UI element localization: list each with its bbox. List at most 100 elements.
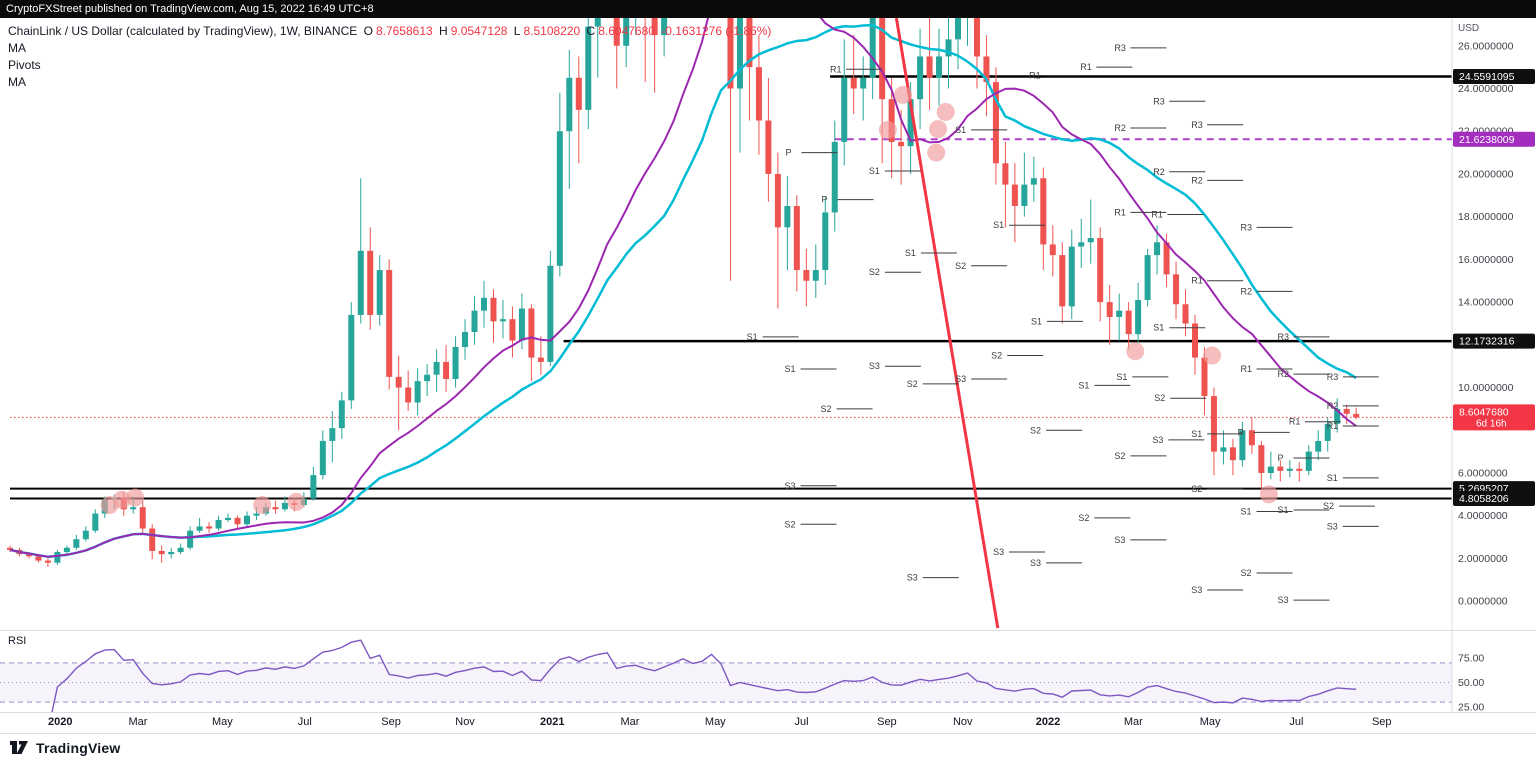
price-tick-label: 14.0000000 bbox=[1458, 297, 1514, 309]
pivot-label: R3 bbox=[1241, 222, 1253, 232]
candle-body bbox=[528, 308, 535, 358]
candle-body bbox=[1049, 244, 1056, 256]
tradingview-brand[interactable]: TradingView bbox=[36, 739, 121, 756]
candle-body bbox=[424, 374, 431, 382]
candle-body bbox=[784, 205, 791, 228]
signal-marker bbox=[1126, 342, 1145, 361]
rsi-line bbox=[51, 639, 1357, 712]
candle-body bbox=[310, 475, 317, 499]
time-tick-label: May bbox=[704, 716, 726, 728]
time-tick-label: 2020 bbox=[47, 716, 73, 728]
candle-body bbox=[973, 18, 980, 57]
candle-body bbox=[73, 539, 80, 548]
candle-body bbox=[1097, 238, 1104, 303]
pivot-label: S3 bbox=[1277, 595, 1288, 605]
pivot-label: S3 bbox=[993, 547, 1004, 557]
time-tick-label: 2021 bbox=[540, 716, 565, 728]
pivot-label: S2 bbox=[869, 267, 880, 277]
candle-body bbox=[841, 77, 848, 142]
candle-body bbox=[793, 205, 800, 271]
candle-body bbox=[1258, 445, 1265, 473]
pivot-label: R1 bbox=[1191, 276, 1203, 286]
pivot-label: S2 bbox=[785, 519, 796, 529]
candle-body bbox=[386, 270, 393, 377]
pivot-label: S3 bbox=[955, 374, 966, 384]
candle-body bbox=[367, 250, 374, 315]
candle-body bbox=[1040, 178, 1047, 245]
signal-marker bbox=[878, 120, 897, 139]
pivot-label: R3 bbox=[1153, 96, 1165, 106]
candle-body bbox=[547, 265, 554, 362]
pivot-label: S1 bbox=[993, 220, 1004, 230]
price-chart-pane[interactable]: R3 R1 R1 R1 R3 R2 R3 S1 P S1 R2 R2 P R1 R1 R3 S1 S1 S2 S2 R1… bbox=[0, 18, 1536, 630]
candle-body bbox=[1116, 310, 1123, 318]
time-tick-label: Mar bbox=[620, 716, 640, 728]
candle-body bbox=[376, 270, 383, 315]
pivot-label: R1 bbox=[1080, 62, 1092, 72]
candle-body bbox=[509, 319, 516, 341]
candle-body bbox=[623, 18, 630, 46]
candle-body bbox=[888, 99, 895, 142]
time-tick-label: Jul bbox=[794, 716, 809, 728]
candle-body bbox=[613, 18, 620, 46]
candle-body bbox=[850, 77, 857, 89]
pivot-label: S2 bbox=[821, 404, 832, 414]
price-badge bbox=[1453, 333, 1535, 349]
candle-body bbox=[481, 297, 487, 311]
pivot-label: S2 bbox=[955, 261, 966, 271]
candle-body bbox=[1210, 396, 1217, 452]
pivot-label: R2 bbox=[1191, 175, 1203, 185]
candle-body bbox=[1277, 466, 1284, 471]
candle-body bbox=[443, 361, 450, 380]
pivot-label: S3 bbox=[1191, 585, 1202, 595]
price-axis-bg bbox=[1452, 18, 1536, 630]
candles-group bbox=[7, 18, 1360, 567]
tradingview-logo-icon[interactable] bbox=[10, 740, 29, 755]
attribution-bar: CryptoFXStreet published on TradingView.… bbox=[0, 0, 1536, 18]
candle-body bbox=[1059, 255, 1066, 307]
rsi-pane[interactable]: RSI 75.00 50.00 25.00 bbox=[0, 630, 1536, 712]
candle-body bbox=[272, 507, 279, 510]
candle-body bbox=[1106, 302, 1113, 318]
candle-body bbox=[1334, 408, 1341, 424]
candle-body bbox=[1078, 242, 1085, 247]
candle-body bbox=[1248, 430, 1255, 446]
pivot-label: S1 bbox=[1327, 473, 1338, 483]
candle-body bbox=[92, 513, 99, 531]
candle-body bbox=[281, 502, 288, 510]
candle-body bbox=[329, 428, 336, 441]
pivot-label: R3 bbox=[1191, 120, 1203, 130]
candle-body bbox=[462, 332, 469, 347]
candle-body bbox=[357, 250, 364, 315]
candle-body bbox=[1286, 468, 1293, 471]
pivot-label: S3 bbox=[1114, 535, 1125, 545]
candle-body bbox=[1163, 242, 1170, 275]
pivot-label: R1 bbox=[1327, 421, 1339, 431]
candle-body bbox=[917, 56, 924, 100]
candle-body bbox=[1154, 242, 1161, 256]
pivot-label: R1 bbox=[1289, 417, 1301, 427]
signal-marker bbox=[112, 490, 131, 509]
signal-marker bbox=[936, 102, 955, 121]
time-axis[interactable]: 2020 Mar May Jul Sep Nov 2021 Mar May Jul Sep Nov 20… bbox=[0, 712, 1536, 733]
pivot-label: S2 bbox=[1030, 425, 1041, 435]
price-tick-label: 20.0000000 bbox=[1458, 168, 1514, 180]
signal-marker bbox=[1203, 346, 1222, 365]
horizontal-lines-group bbox=[10, 75, 1452, 500]
pivot-label: R1 bbox=[1114, 207, 1126, 217]
pivot-label: S1 bbox=[1241, 506, 1252, 516]
pivot-label: S1 bbox=[1078, 380, 1089, 390]
candle-body bbox=[1011, 184, 1018, 206]
rsi-tick-label: 25.00 bbox=[1458, 702, 1484, 713]
candle-body bbox=[831, 141, 838, 213]
candle-body bbox=[414, 381, 421, 403]
candle-body bbox=[822, 212, 829, 271]
candle-body bbox=[1220, 447, 1227, 452]
price-axis[interactable]: USD26.000000024.000000022.000000020.0000… bbox=[1451, 18, 1536, 630]
candle-body bbox=[149, 528, 156, 551]
plot-area: R3 R1 R1 R1 R3 R2 R3 S1 P S1 R2 R2 P R1 R1 R3 S1 S1 S2 S2 R1… bbox=[7, 18, 1452, 629]
candle-body bbox=[1173, 274, 1180, 305]
pivot-label: S1 bbox=[1277, 505, 1288, 515]
candle-body bbox=[35, 556, 42, 561]
candle-body bbox=[206, 526, 213, 529]
